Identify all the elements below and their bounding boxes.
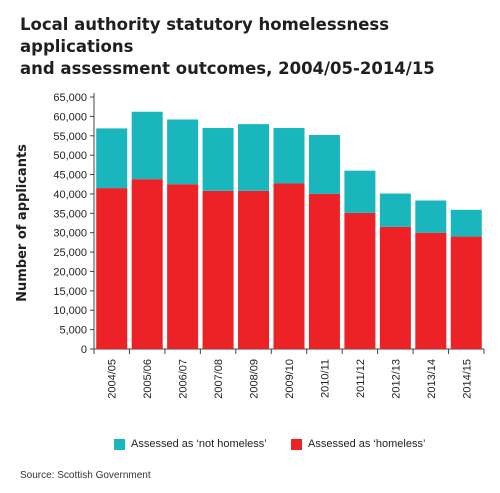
legend-label-homeless: Assessed as ‘homeless’ — [308, 438, 426, 450]
legend-label-not-homeless: Assessed as ‘not homeless’ — [131, 438, 267, 450]
bar-not-homeless — [415, 200, 447, 233]
source-note: Source: Scottish Government — [20, 470, 151, 481]
chart-title-line-1: Local authority statutory homelessness a… — [20, 15, 390, 56]
bar-not-homeless — [450, 209, 482, 237]
y-tick-label: 15,000 — [53, 286, 87, 298]
x-tick-label: 2008/09 — [249, 359, 261, 399]
x-tick-label: 2004/05 — [107, 359, 119, 399]
legend-swatch-homeless — [291, 438, 302, 450]
x-tick-label: 2013/14 — [426, 359, 438, 399]
chart-legend: Assessed as ‘not homeless’ Assessed as ‘… — [0, 438, 500, 454]
y-tick-label: 40,000 — [53, 189, 87, 201]
y-tick-label: 10,000 — [53, 305, 87, 317]
bar-not-homeless — [308, 134, 340, 194]
x-tick-label: 2011/12 — [355, 359, 367, 398]
y-axis-title: Number of applicants — [15, 144, 30, 302]
x-tick-label: 2014/15 — [461, 359, 473, 399]
bar-not-homeless — [273, 128, 305, 184]
stacked-bar-chart: 0 5,000 10,000 15,000 20,000 25,000 30,000 35,0… — [15, 92, 485, 399]
y-tick-label: 50,000 — [53, 150, 87, 162]
legend-item-homeless: Assessed as ‘homeless’ — [291, 438, 425, 450]
x-tick-label: 2010/11 — [319, 359, 331, 398]
y-tick-label: 5,000 — [59, 325, 87, 337]
x-tick-label: 2012/13 — [390, 359, 402, 399]
bar-homeless — [202, 190, 234, 349]
bar-not-homeless — [344, 170, 376, 213]
y-tick-label: 65,000 — [53, 92, 87, 104]
chart-title: Local authority statutory homelessness a… — [20, 14, 490, 80]
y-tick-label: 25,000 — [53, 247, 87, 259]
bar-not-homeless — [202, 128, 234, 191]
bar-homeless — [167, 184, 199, 349]
bar-not-homeless — [131, 111, 163, 180]
y-tick-label: 35,000 — [53, 208, 87, 220]
y-tick-label: 55,000 — [53, 131, 87, 143]
y-tick-label: 30,000 — [53, 228, 87, 240]
bar-homeless — [415, 232, 447, 349]
bar-homeless — [96, 188, 128, 349]
x-tick-label: 2006/07 — [178, 359, 190, 399]
bar-homeless — [273, 183, 305, 349]
legend-swatch-not-homeless — [114, 438, 125, 450]
bar-not-homeless — [96, 128, 128, 189]
bar-homeless — [344, 212, 376, 349]
bar-homeless — [450, 236, 482, 349]
legend-item-not-homeless: Assessed as ‘not homeless’ — [114, 438, 267, 450]
x-tick-label: 2009/10 — [284, 359, 296, 399]
chart-title-line-2: and assessment outcomes, 2004/05-2014/15 — [20, 59, 435, 78]
y-tick-label: 0 — [81, 344, 87, 356]
bar-not-homeless — [167, 119, 199, 185]
bar-not-homeless — [238, 124, 270, 191]
bar-homeless — [131, 179, 163, 349]
bar-homeless — [379, 226, 411, 349]
y-tick-label: 60,000 — [53, 111, 87, 123]
x-tick-label: 2005/06 — [142, 359, 154, 399]
y-tick-label: 20,000 — [53, 266, 87, 278]
bar-homeless — [308, 193, 340, 349]
bar-homeless — [238, 190, 270, 349]
bar-not-homeless — [379, 193, 411, 227]
y-tick-label: 45,000 — [53, 170, 87, 182]
x-tick-label: 2007/08 — [213, 359, 225, 399]
